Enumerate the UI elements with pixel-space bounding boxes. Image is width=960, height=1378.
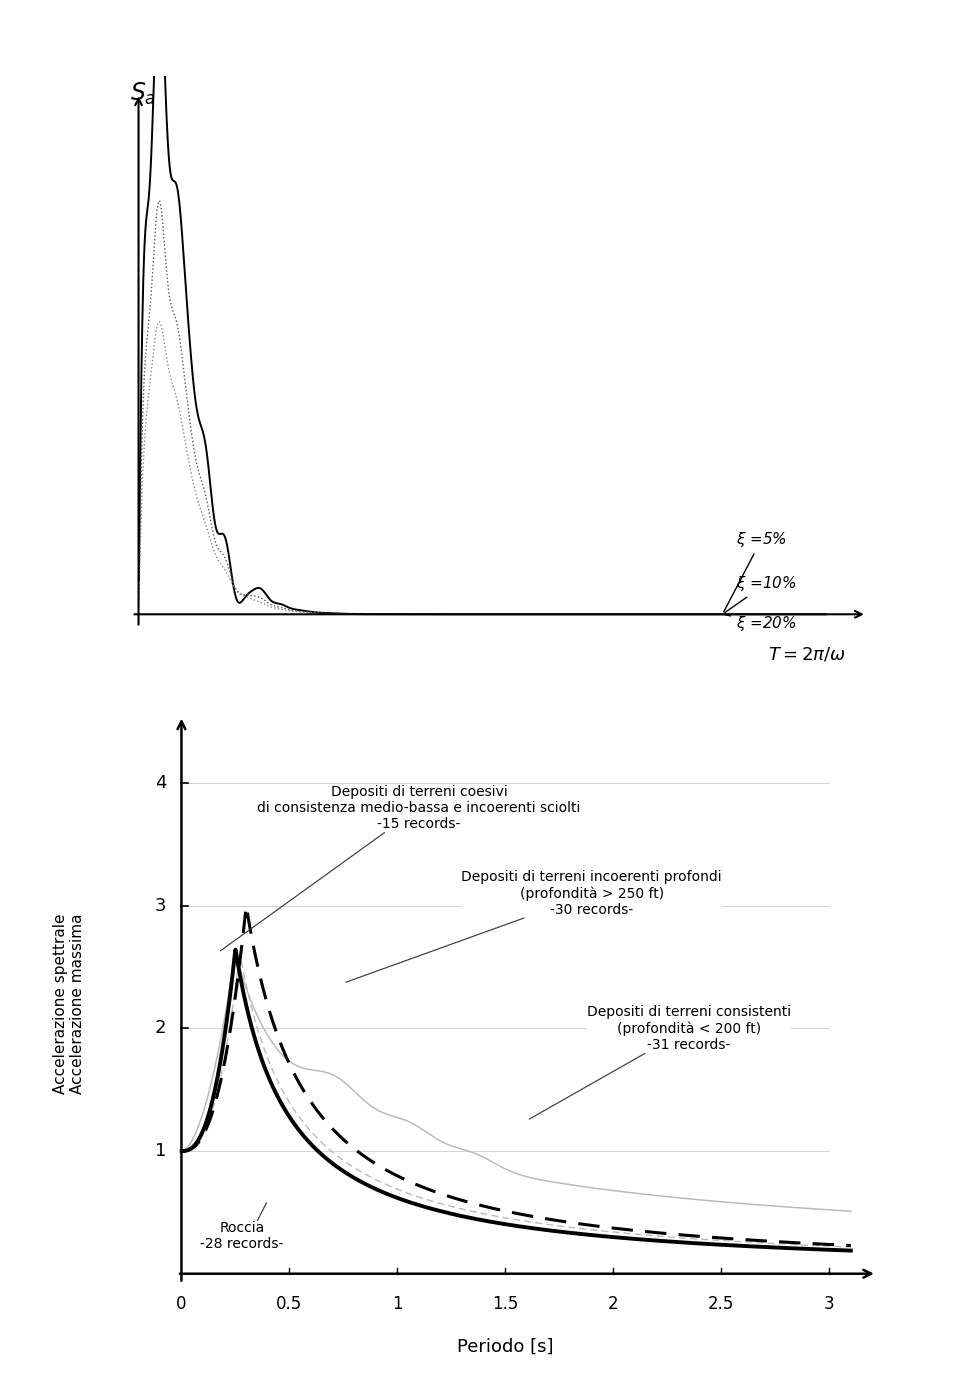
Text: 1: 1 (155, 1142, 166, 1160)
Text: $T=2\pi/\omega$: $T=2\pi/\omega$ (768, 645, 846, 663)
Text: 2: 2 (155, 1020, 166, 1038)
Text: 2: 2 (608, 1294, 618, 1313)
Text: 3: 3 (824, 1294, 834, 1313)
Text: 2.5: 2.5 (708, 1294, 734, 1313)
Text: 1: 1 (392, 1294, 402, 1313)
Text: 3: 3 (155, 897, 166, 915)
Text: Periodo [s]: Periodo [s] (457, 1338, 554, 1356)
Text: Depositi di terreni coesivi
di consistenza medio-bassa e incoerenti sciolti
-15 : Depositi di terreni coesivi di consisten… (221, 784, 581, 951)
Text: Roccia
-28 records-: Roccia -28 records- (201, 1203, 283, 1251)
Text: Depositi di terreni consistenti
(profondità < 200 ft)
-31 records-: Depositi di terreni consistenti (profond… (529, 1005, 791, 1119)
Text: $\xi$ =5%: $\xi$ =5% (724, 529, 787, 612)
Text: Depositi di terreni incoerenti profondi
(profondità > 250 ft)
-30 records-: Depositi di terreni incoerenti profondi … (346, 870, 722, 983)
Text: 1.5: 1.5 (492, 1294, 518, 1313)
Text: Accelerazione spettrale
Accelerazione massima: Accelerazione spettrale Accelerazione ma… (53, 914, 85, 1094)
Text: $\xi$ =20%: $\xi$ =20% (725, 613, 797, 633)
Text: 0.5: 0.5 (276, 1294, 302, 1313)
Text: 4: 4 (155, 774, 166, 792)
Text: $S_a$: $S_a$ (131, 80, 156, 106)
Text: $\xi$ =10%: $\xi$ =10% (725, 573, 797, 613)
Text: 0: 0 (177, 1294, 186, 1313)
